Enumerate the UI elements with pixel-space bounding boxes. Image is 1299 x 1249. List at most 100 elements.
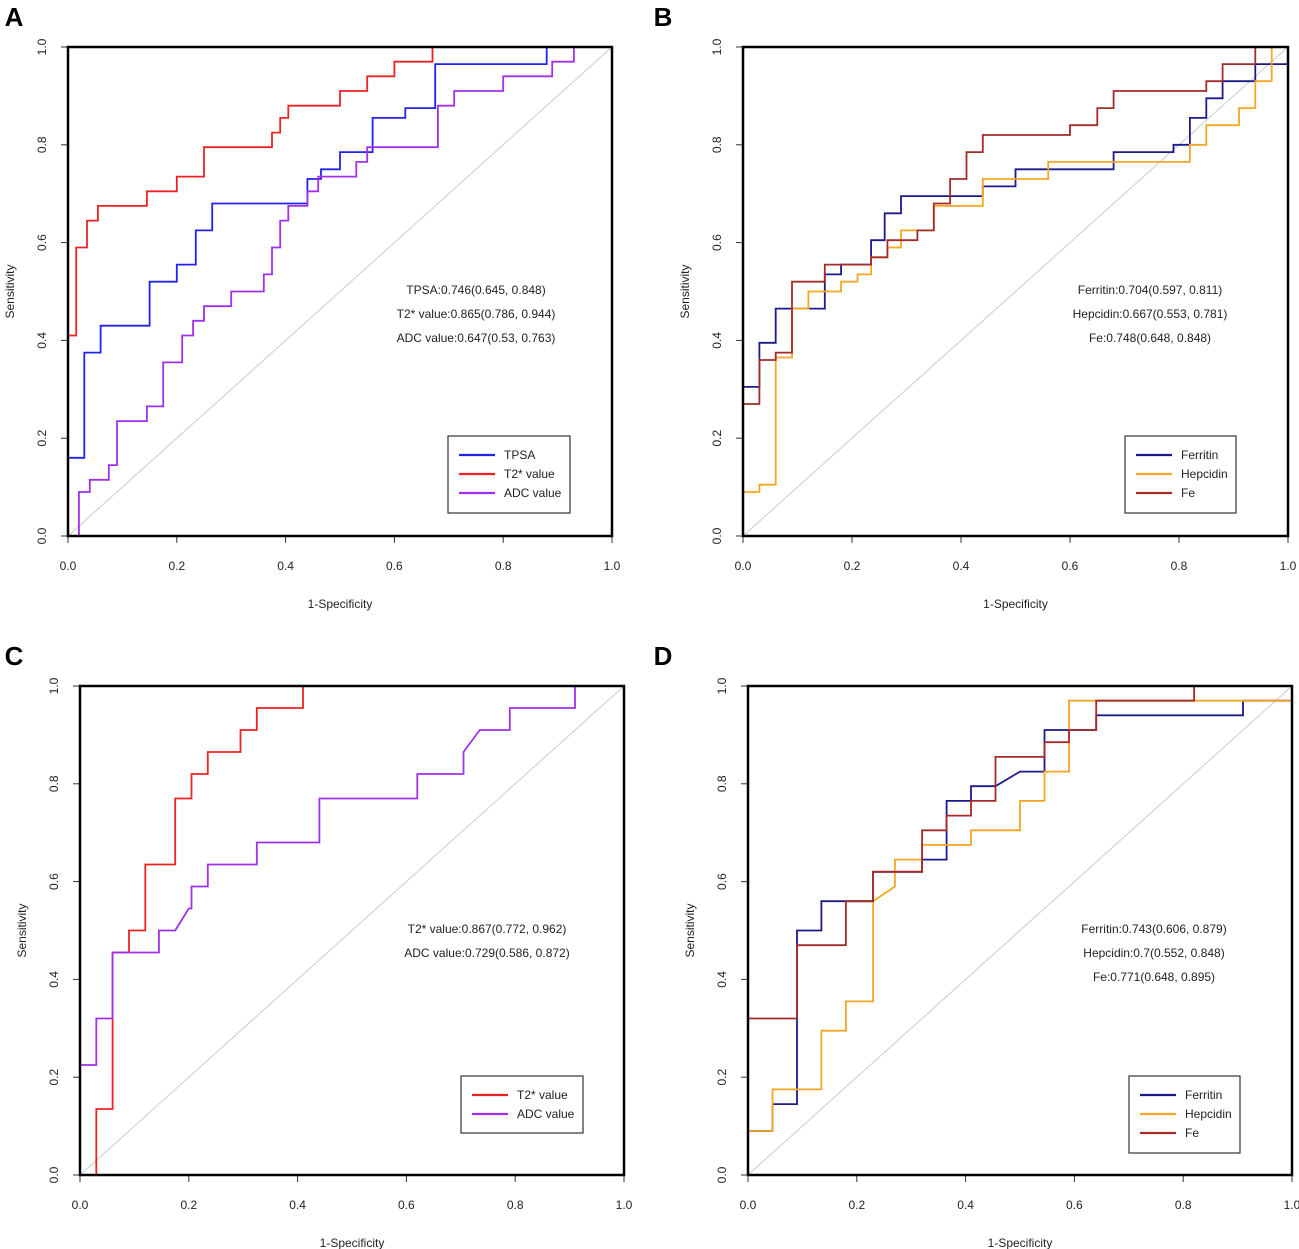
panel-c-reference-diagonal xyxy=(79,685,625,1176)
panel-c-y-axis-title: Sensitivity xyxy=(15,903,29,957)
panel-b-legend-label: Hepcidin xyxy=(1181,467,1228,481)
panel-d-series-fe-line xyxy=(747,685,1292,1175)
panel-b: B 0.0 0.2 0.4 0.6 0.8 1.0 0.0 0.2 0.4 0.6 0.8 1.0 1-S… xyxy=(654,2,1297,611)
panel-b-y-tick-label: 1.0 xyxy=(710,38,724,55)
panel-c-y-tick-label: 0.2 xyxy=(47,1069,61,1086)
panel-d-x-tick-label: 1.0 xyxy=(1284,1198,1299,1212)
panel-a-x-tick-label: 0.4 xyxy=(277,559,294,573)
panel-a-x-tick-label: 0.8 xyxy=(495,559,512,573)
panel-a-y-tick-label: 1.0 xyxy=(35,38,49,55)
panel-d-y-tick-label: 0.4 xyxy=(715,971,729,988)
panel-b-y-axis-title: Sensitivity xyxy=(678,264,692,318)
panel-d-x-tick-label: 0.4 xyxy=(957,1198,974,1212)
panel-a-legend: TPSA T2* value ADC value xyxy=(447,435,571,514)
panel-d-x-tick-label: 0.0 xyxy=(740,1198,757,1212)
panel-d-reference-diagonal xyxy=(747,685,1293,1176)
panel-b-x-tick-label: 0.0 xyxy=(735,559,752,573)
panel-c-x-tick-label: 0.2 xyxy=(180,1198,197,1212)
panel-c-y-tick-label: 0.8 xyxy=(47,775,61,792)
panel-b-plot-frame xyxy=(741,45,1290,538)
panel-a-x-tick-label: 0.0 xyxy=(60,559,77,573)
panel-b-y-tick-label: 0.6 xyxy=(710,234,724,251)
panel-b-x-axis-title: 1-Specificity xyxy=(983,597,1048,611)
panel-d-series-hepcidin-line xyxy=(747,686,1293,1175)
panel-d-y-tick-label: 0.6 xyxy=(715,873,729,890)
panel-c-legend-box xyxy=(460,1075,584,1134)
panel-b-auc-annotation: Ferritin:0.704(0.597, 0.811) xyxy=(1078,283,1223,297)
panel-b-series-hepcidin-line xyxy=(742,46,1288,536)
panel-c: C 0.0 0.2 0.4 0.6 0.8 1.0 0.0 0.2 0.4 0.6 0.8 1.0 1-S… xyxy=(5,641,633,1249)
panel-c-y-tick-label: 1.0 xyxy=(47,677,61,694)
panel-c-y-tick-label: 0.6 xyxy=(47,873,61,890)
panel-a-auc-annotation: ADC value:0.647(0.53, 0.763) xyxy=(397,331,556,345)
panel-d-y-tick-label: 1.0 xyxy=(715,677,729,694)
panel-d-auc-annotation: Ferritin:0.743(0.606, 0.879) xyxy=(1081,922,1226,936)
panel-d-auc-annotation: Hepcidin:0.7(0.552, 0.848) xyxy=(1083,946,1224,960)
panel-b-y-tick-label: 0.0 xyxy=(710,527,724,544)
panel-c-x-tick-label: 1.0 xyxy=(616,1198,633,1212)
panel-a-legend-label: ADC value xyxy=(504,486,562,500)
panel-d-y-tick-label: 0.0 xyxy=(715,1166,729,1183)
panel-a-legend-label: TPSA xyxy=(504,448,535,462)
panel-a-x-tick-label: 0.2 xyxy=(168,559,185,573)
panel-b-auc-annotation: Hepcidin:0.667(0.553, 0.781) xyxy=(1073,307,1228,321)
panel-b-legend: Ferritin Hepcidin Fe xyxy=(1124,435,1237,514)
panel-c-series-t2-value-line xyxy=(80,685,624,1176)
panel-b-legend-label: Ferritin xyxy=(1181,448,1218,462)
panel-a-y-axis-title: Sensitivity xyxy=(3,264,17,318)
panel-d-legend-label: Hepcidin xyxy=(1185,1107,1232,1121)
panel-d-letter: D xyxy=(654,641,673,671)
panel-a-letter: A xyxy=(5,2,24,32)
panel-b-reference-diagonal xyxy=(742,46,1289,537)
panel-b-legend-label: Fe xyxy=(1181,486,1195,500)
panel-b-y-tick-label: 0.4 xyxy=(710,332,724,349)
panel-a-legend-label: T2* value xyxy=(504,467,555,481)
panel-c-x-tick-label: 0.6 xyxy=(398,1198,415,1212)
panel-b-letter: B xyxy=(654,2,673,32)
panel-a-y-tick-label: 0.2 xyxy=(35,430,49,447)
panel-a-y-tick-label: 0.8 xyxy=(35,136,49,153)
panel-d-plot-frame xyxy=(746,684,1294,1177)
panel-b-y-tick-label: 0.2 xyxy=(710,430,724,447)
panel-b-x-tick-label: 0.2 xyxy=(844,559,861,573)
panel-b-series-fe-line xyxy=(742,46,1288,536)
panel-c-auc-annotation: ADC value:0.729(0.586, 0.872) xyxy=(404,946,569,960)
panel-a-x-tick-label: 1.0 xyxy=(604,559,621,573)
panel-d-x-tick-label: 0.2 xyxy=(848,1198,865,1212)
panel-d-y-tick-label: 0.8 xyxy=(715,775,729,792)
panel-b-x-tick-label: 1.0 xyxy=(1280,559,1297,573)
panel-c-y-tick-label: 0.0 xyxy=(47,1166,61,1183)
panel-a-x-tick-label: 0.6 xyxy=(386,559,403,573)
panel-d-x-tick-label: 0.6 xyxy=(1066,1198,1083,1212)
panel-b-y-tick-label: 0.8 xyxy=(710,136,724,153)
panel-c-letter: C xyxy=(5,641,24,671)
panel-a-x-axis-title: 1-Specificity xyxy=(308,597,373,611)
panel-a: A 0.0 0.2 0.4 0.6 0.8 1.0 0.0 0.2 0.4 0.6 0.8 1.0 1-S… xyxy=(3,2,621,611)
panel-c-series-adc-value-line xyxy=(79,685,624,1175)
panel-d-x-tick-label: 0.8 xyxy=(1175,1198,1192,1212)
panel-c-x-tick-label: 0.0 xyxy=(72,1198,89,1212)
panel-d-legend: Ferritin Hepcidin Fe xyxy=(1128,1075,1241,1154)
panel-d: D 0.0 0.2 0.4 0.6 0.8 1.0 0.0 0.2 0.4 0.6 0.8 1.0 1-S… xyxy=(654,641,1299,1249)
panel-a-y-tick-label: 0.0 xyxy=(35,527,49,544)
panel-a-reference-diagonal xyxy=(67,46,613,537)
panel-c-plot-frame xyxy=(78,684,626,1177)
panel-a-y-tick-label: 0.4 xyxy=(35,332,49,349)
panel-a-series-adc-value-line xyxy=(68,46,612,537)
panel-b-auc-annotation: Fe:0.748(0.648, 0.848) xyxy=(1089,331,1211,345)
panel-d-x-axis-title: 1-Specificity xyxy=(988,1236,1053,1249)
panel-a-y-tick-label: 0.6 xyxy=(35,234,49,251)
panel-a-series-t2-value-line xyxy=(67,46,612,536)
panel-c-legend-label: ADC value xyxy=(517,1107,575,1121)
panel-d-legend-label: Ferritin xyxy=(1185,1088,1222,1102)
panel-b-x-tick-label: 0.8 xyxy=(1171,559,1188,573)
panel-c-x-axis-title: 1-Specificity xyxy=(320,1236,385,1249)
panel-c-auc-annotation: T2* value:0.867(0.772, 0.962) xyxy=(408,922,567,936)
panel-c-y-tick-label: 0.4 xyxy=(47,971,61,988)
panel-b-x-tick-label: 0.6 xyxy=(1062,559,1079,573)
panel-d-legend-label: Fe xyxy=(1185,1126,1199,1140)
panel-d-auc-annotation: Fe:0.771(0.648, 0.895) xyxy=(1093,970,1215,984)
panel-c-x-tick-label: 0.8 xyxy=(507,1198,524,1212)
